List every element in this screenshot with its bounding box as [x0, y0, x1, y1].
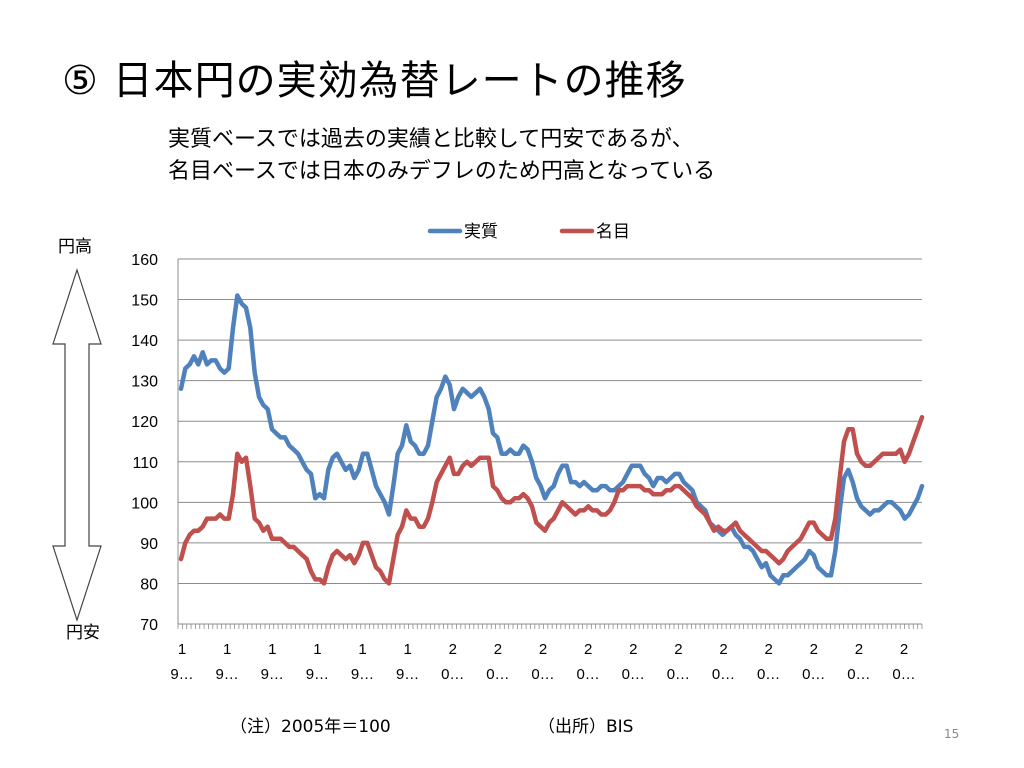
x-tick-label-top: 1: [313, 641, 321, 658]
y-tick-label: 70: [140, 617, 158, 634]
x-tick-label-top: 2: [629, 641, 637, 658]
x-tick-label-bottom: 0…: [576, 666, 599, 683]
subtitle-line-2: 名目ベースでは日本のみデフレのため円高となっている: [168, 159, 716, 184]
x-tick-label-top: 2: [900, 641, 908, 658]
x-tick-label-top: 1: [358, 641, 366, 658]
yen-strong-label: 円高: [58, 237, 92, 257]
x-tick-label-top: 2: [674, 641, 682, 658]
chart-series: [178, 293, 925, 586]
x-tick-label-top: 1: [178, 641, 186, 658]
x-tick-label-bottom: 0…: [441, 666, 464, 683]
x-tick-label-top: 1: [223, 641, 231, 658]
legend-label: 名目: [596, 222, 630, 242]
y-tick-label: 90: [140, 536, 158, 553]
x-tick-label-bottom: 9…: [306, 666, 329, 683]
series-line-real: [178, 293, 925, 586]
slide-title: ⑤ 日本円の実効為替レートの推移: [62, 58, 687, 104]
y-tick-label: 160: [131, 252, 158, 269]
x-tick-label-top: 2: [494, 641, 502, 658]
x-tick-label-top: 2: [584, 641, 592, 658]
y-tick-label: 80: [140, 576, 158, 593]
x-tick-label-bottom: 0…: [847, 666, 870, 683]
yen-weak-label: 円安: [66, 623, 100, 643]
legend-label: 実質: [464, 222, 498, 242]
x-tick-label-top: 2: [855, 641, 863, 658]
x-tick-label-top: 1: [403, 641, 411, 658]
x-tick-label-top: 2: [449, 641, 457, 658]
x-tick-label-bottom: 9…: [351, 666, 374, 683]
subtitle: 実質ベースでは過去の実績と比較して円安であるが、 名目ベースでは日本のみデフレの…: [168, 124, 715, 188]
y-tick-label: 100: [131, 495, 158, 512]
exchange-rate-chart: 70 80 90 100 110 120 130 140 150 160 1 9… 1 9… 1 9… 1 9… 1…: [131, 222, 925, 683]
x-tick-label-bottom: 0…: [712, 666, 735, 683]
x-tick-label-bottom: 0…: [486, 666, 509, 683]
series-line-nominal: [178, 414, 925, 586]
y-tick-label: 120: [131, 414, 158, 431]
y-tick-label: 110: [132, 455, 158, 472]
x-tick-label-top: 2: [810, 641, 818, 658]
x-tick-label-bottom: 9…: [215, 666, 238, 683]
x-tick-label-bottom: 0…: [531, 666, 554, 683]
chart-gridlines: [178, 258, 922, 625]
y-tick-label: 140: [131, 333, 158, 350]
x-tick-label-bottom: 0…: [622, 666, 645, 683]
double-arrow-icon: [52, 268, 102, 622]
x-tick-label-bottom: 0…: [802, 666, 825, 683]
chart-source: （出所）BIS: [538, 717, 634, 737]
x-tick-label-bottom: 9…: [261, 666, 284, 683]
x-tick-label-bottom: 9…: [396, 666, 419, 683]
x-tick-label-top: 2: [539, 641, 547, 658]
x-tick-label-bottom: 0…: [667, 666, 690, 683]
y-tick-label: 150: [131, 293, 158, 310]
chart-legend: 実質 名目: [427, 222, 630, 242]
subtitle-line-1: 実質ベースでは過去の実績と比較して円安であるが、: [168, 127, 694, 152]
y-tick-label: 130: [131, 374, 158, 391]
x-tick-label-bottom: 0…: [892, 666, 915, 683]
chart-note: （注）2005年＝100: [230, 717, 391, 737]
page-number: 15: [944, 727, 960, 741]
x-tick-label-bottom: 0…: [757, 666, 780, 683]
x-tick-label-bottom: 9…: [170, 666, 193, 683]
x-tick-label-top: 2: [719, 641, 727, 658]
x-tick-label-top: 2: [764, 641, 772, 658]
x-tick-label-top: 1: [268, 641, 276, 658]
chart-axes: 70 80 90 100 110 120 130 140 150 160 1 9… 1 9… 1 9… 1 9… 1…: [131, 252, 923, 683]
